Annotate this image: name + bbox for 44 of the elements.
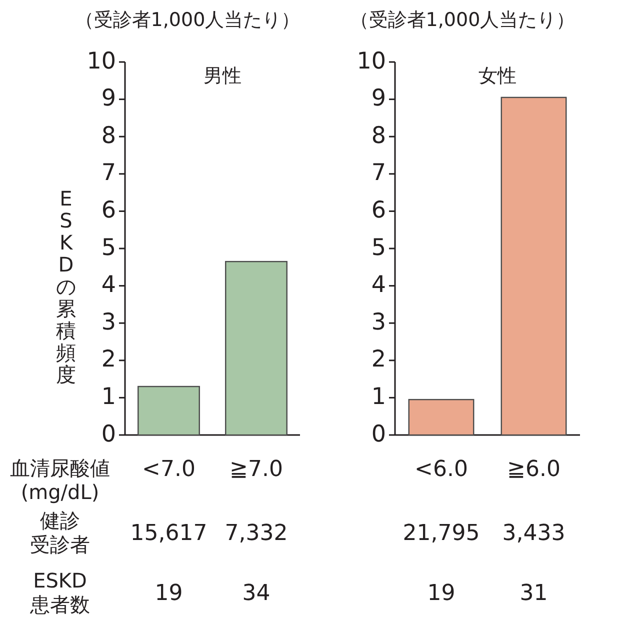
text: ESKD [33, 568, 87, 592]
x-tick-label: ≧6.0 [507, 457, 560, 482]
text: ESKDの累積頻度 [56, 186, 76, 387]
text: 患者数 [29, 592, 90, 616]
text: 7,332 [224, 521, 288, 546]
text: 受診者 [30, 532, 90, 556]
y-tick-label: 8 [371, 122, 386, 149]
y-tick-label: 7 [371, 160, 386, 186]
x-tick-label: <6.0 [414, 457, 468, 482]
x-tick-label: ≧7.0 [230, 457, 283, 482]
y-tick-label: 4 [101, 272, 116, 298]
text: 15,617 [130, 521, 208, 546]
x-axis-title: 血清尿酸値 (mg/dL) [10, 456, 110, 504]
y-tick-label: 10 [356, 48, 386, 74]
y-tick-label: 1 [101, 384, 116, 410]
y-tick-label: 3 [101, 309, 116, 336]
y-tick-label: 4 [371, 272, 386, 298]
y-tick-label: 7 [101, 160, 116, 186]
y-tick-label: 2 [101, 346, 116, 373]
text: 健診 [40, 508, 80, 532]
y-tick-label: 0 [371, 421, 386, 448]
x-tick-label: <7.0 [142, 457, 196, 482]
y-tick-label: 6 [101, 197, 116, 224]
chart-title: （受診者1,000人当たり） [74, 9, 300, 31]
text: 19 [154, 581, 183, 606]
y-tick-label: 0 [101, 421, 116, 448]
chart-title: （受診者1,000人当たり） [350, 9, 576, 31]
chart-subtitle: 女性 [478, 65, 516, 87]
text: 34 [242, 581, 270, 606]
y-tick-label: 5 [371, 234, 386, 261]
text: 19 [427, 581, 456, 606]
text: 21,795 [402, 521, 480, 546]
y-tick-label: 8 [101, 122, 116, 149]
y-tick-label: 9 [101, 86, 116, 112]
chart-subtitle: 男性 [204, 65, 242, 87]
y-tick-label: 1 [371, 384, 386, 410]
text: 31 [520, 581, 548, 606]
y-tick-label: 10 [86, 48, 116, 74]
y-tick-label: 9 [371, 86, 386, 112]
y-tick-label: 6 [371, 197, 386, 224]
text: 3,433 [502, 521, 566, 546]
y-tick-label: 3 [371, 309, 386, 336]
y-tick-label: 5 [101, 234, 116, 261]
y-tick-label: 2 [371, 346, 386, 373]
